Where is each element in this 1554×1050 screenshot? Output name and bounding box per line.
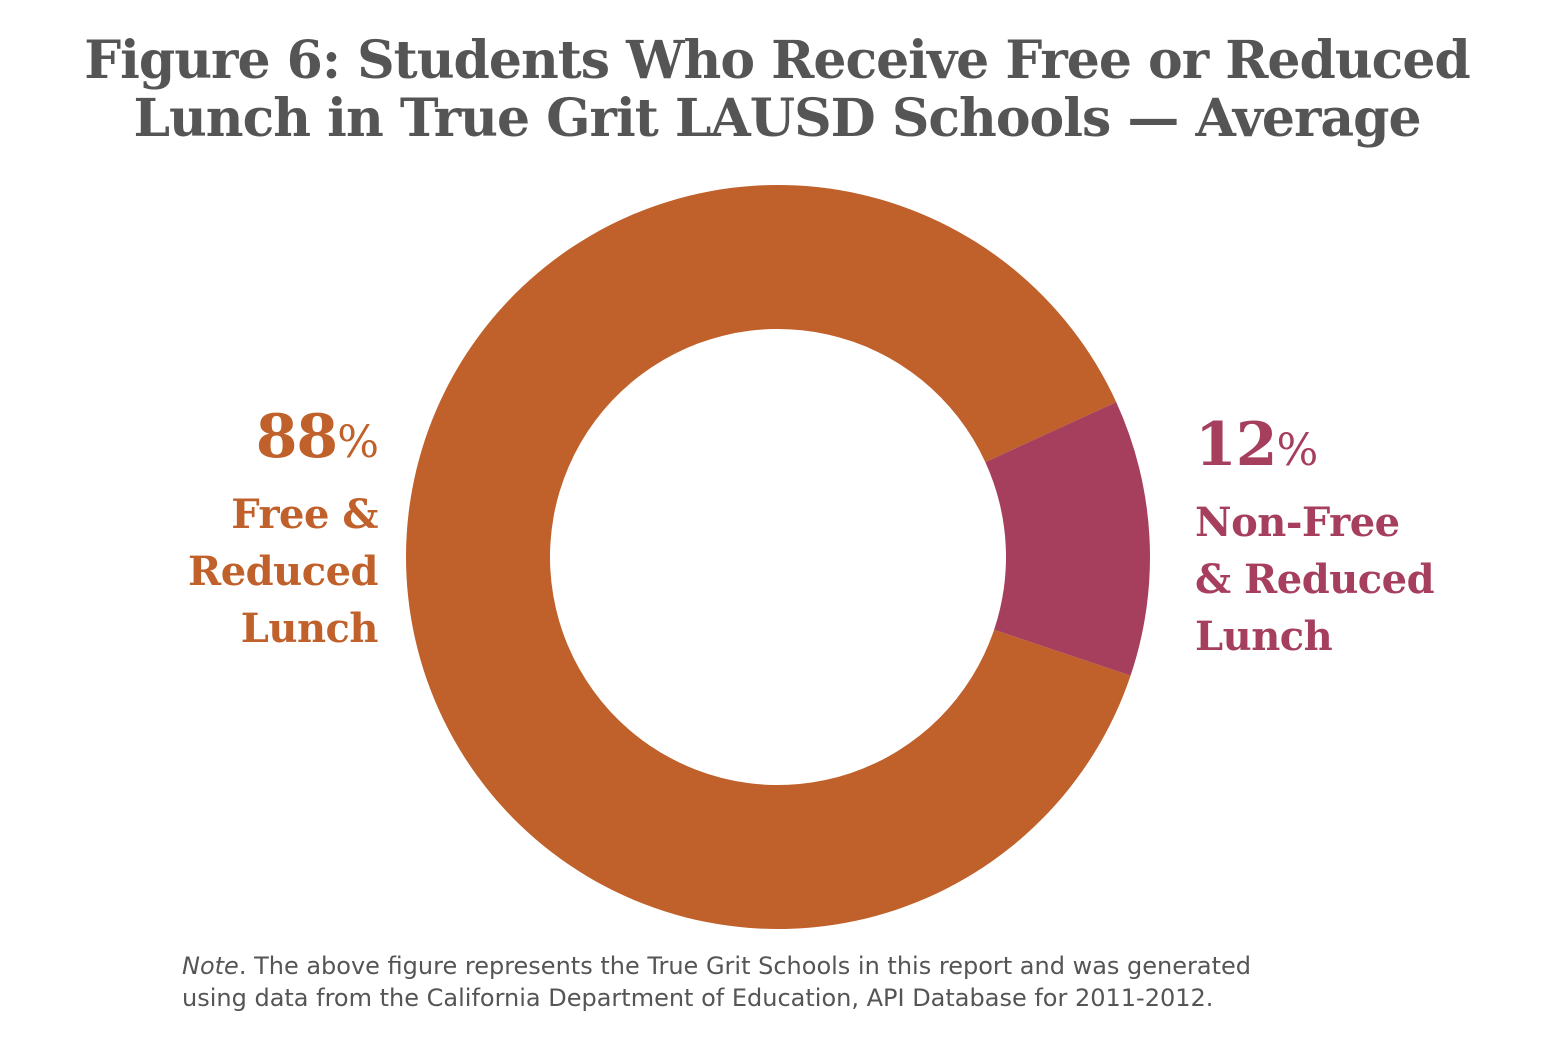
slice-name-line: Reduced xyxy=(187,548,379,595)
slice-value-free-reduced: 88% xyxy=(100,402,379,478)
slice-label-non-free-reduced: 12% Non-Free & Reduced Lunch xyxy=(1195,410,1535,665)
slice-name-line: & Reduced xyxy=(1195,556,1435,603)
chart-title-line-2: Lunch in True Grit LAUSD Schools — Avera… xyxy=(133,88,1421,149)
note-text-line-1: . The above figure represents the True G… xyxy=(238,952,1251,980)
chart-note: Note. The above figure represents the Tr… xyxy=(182,950,1432,1014)
slice-name-line: Free & xyxy=(231,491,378,538)
chart-title-line-1: Figure 6: Students Who Receive Free or R… xyxy=(84,30,1471,91)
slice-value-unit: % xyxy=(337,417,379,468)
slice-value-unit: % xyxy=(1276,425,1319,476)
donut-slice-non-free-reduced xyxy=(985,402,1150,676)
slice-value-number: 12 xyxy=(1195,410,1277,480)
slice-label-free-reduced: 88% Free & Reduced Lunch xyxy=(100,402,379,657)
slice-name-line: Lunch xyxy=(240,605,379,652)
slice-name-line: Non-Free xyxy=(1195,499,1400,546)
slice-value-non-free-reduced: 12% xyxy=(1195,410,1535,486)
chart-title: Figure 6: Students Who Receive Free or R… xyxy=(0,32,1554,148)
slice-name-line: Lunch xyxy=(1195,613,1333,660)
slice-value-number: 88 xyxy=(255,402,338,472)
note-lead: Note xyxy=(182,952,239,980)
donut-slice-free-reduced xyxy=(406,184,1131,929)
note-text-line-2: using data from the California Departmen… xyxy=(182,984,1214,1012)
